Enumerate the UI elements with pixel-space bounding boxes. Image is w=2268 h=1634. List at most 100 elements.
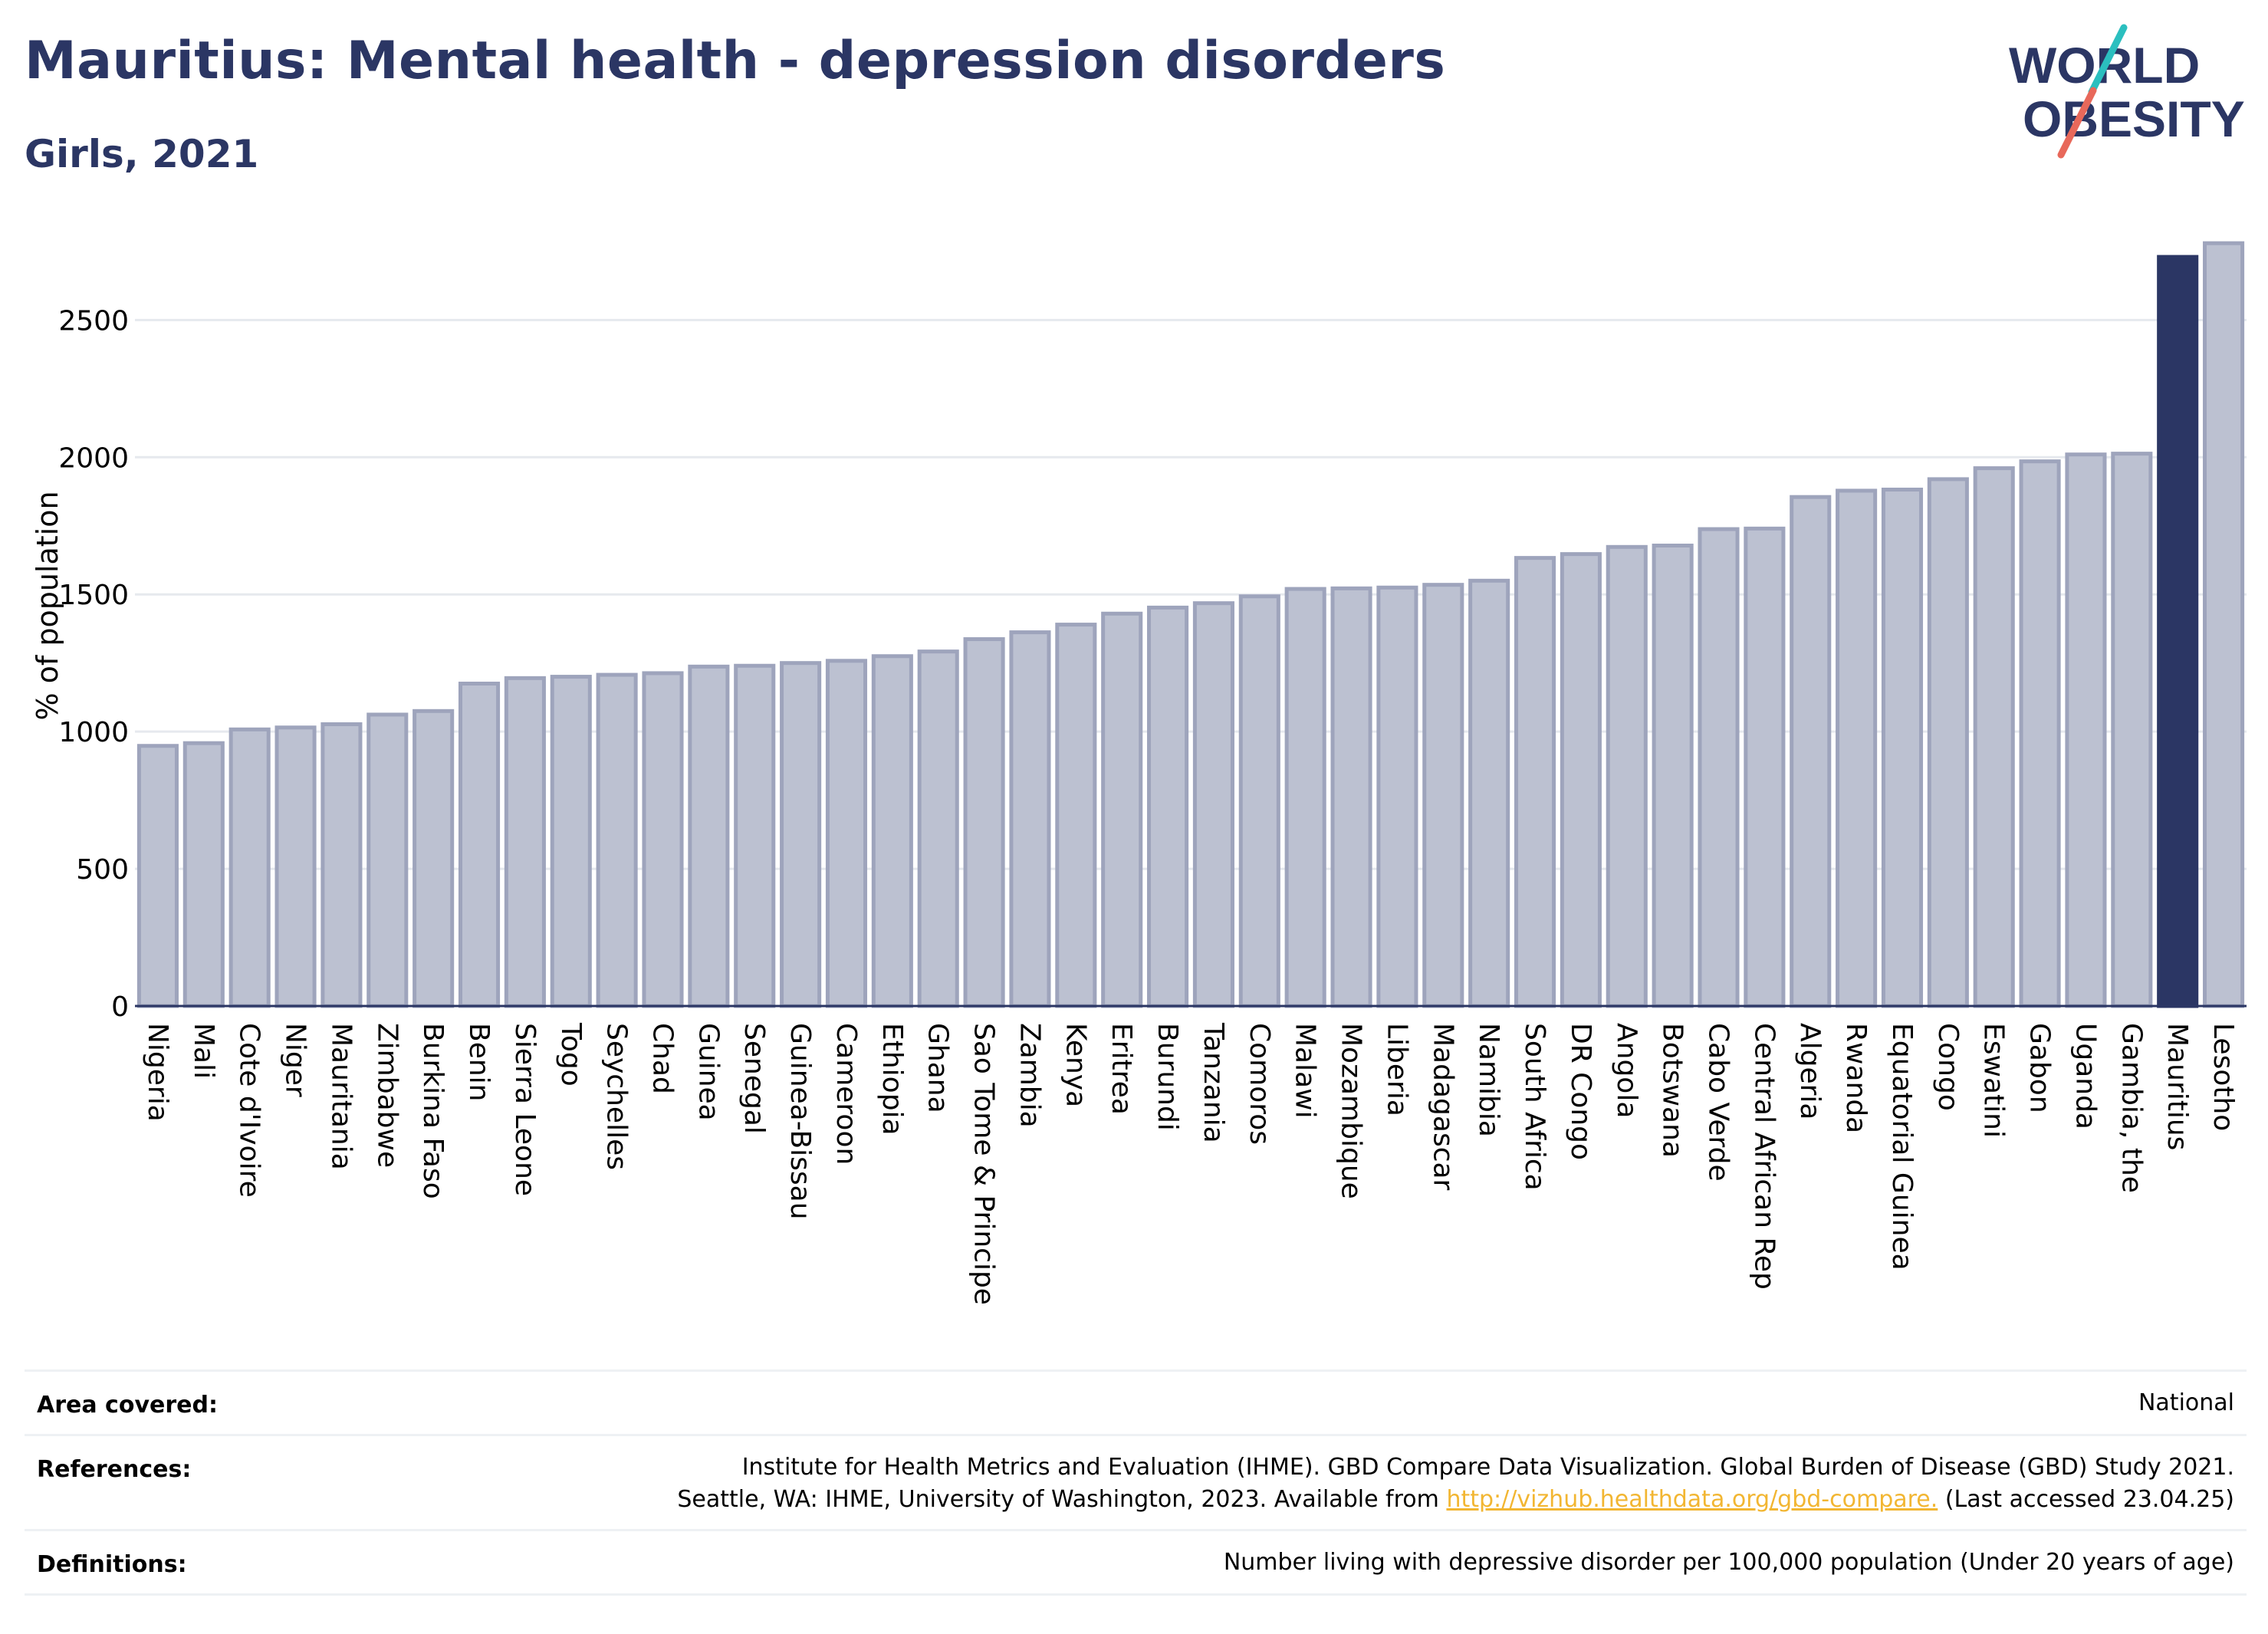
x-tick-label: South Africa [1519,1023,1550,1191]
x-tick-label: Niger [280,1023,311,1097]
bar-gabon [2019,459,2061,1008]
references-line-1: Institute for Health Metrics and Evaluat… [741,1454,2234,1481]
x-tick-label: Angola [1611,1023,1642,1118]
bar-guinea-bissau [780,661,822,1008]
bar-cameroon [825,659,868,1008]
area-covered-label: Area covered: [37,1392,218,1419]
bar-comoros [1238,594,1280,1008]
world-obesity-logo: WORLD OBESITY [2009,24,2245,159]
y-tick-label: 2500 [58,305,129,337]
area-covered-value: National [2138,1389,2234,1416]
x-tick-label: Comoros [1244,1023,1275,1145]
x-tick-label: Namibia [1473,1023,1504,1137]
y-tick-label: 500 [76,854,129,886]
bar-malawi [1284,587,1326,1008]
footer-references-row: References: Institute for Health Metrics… [25,1434,2247,1513]
x-tick-label: Mauritius [2161,1023,2193,1150]
bar-layer [136,241,2245,1008]
x-tick-label: Central African Rep [1748,1023,1780,1290]
y-axis-label: % of population [31,491,64,720]
x-tick-label: Liberia [1381,1023,1412,1116]
x-tick-label: Burundi [1152,1023,1183,1131]
bar-burkina-faso [413,709,455,1008]
x-tick-label: Nigeria [142,1023,173,1122]
bar-niger [274,725,317,1008]
footer-bottom-rule [25,1593,2247,1596]
references-line-2-post: (Last accessed 23.04.25) [1944,1486,2234,1513]
x-tick-label: Ethiopia [876,1023,908,1136]
footer-definitions-row: Definitions: Number living with depressi… [25,1529,2247,1578]
bar-togo [550,675,592,1008]
bar-sao-tome-principe [963,637,1005,1008]
x-tick-label: Gabon [2024,1023,2056,1113]
y-tick-label: 0 [111,991,129,1023]
bar-uganda [2065,452,2107,1008]
x-tick-label: Togo [555,1022,587,1087]
definitions-label: Definitions: [37,1551,187,1578]
bar-mali [182,741,225,1008]
bar-botswana [1652,544,1694,1008]
y-tick-label: 1000 [58,717,129,748]
x-tick-label: Rwanda [1840,1023,1872,1133]
bar-rwanda [1836,488,1878,1008]
x-tick-label: Eritrea [1106,1023,1137,1115]
bar-zambia [1009,630,1051,1008]
bar-eritrea [1101,611,1143,1008]
x-tick-label: Equatorial Guinea [1886,1023,1918,1271]
x-tick-label: Gambia, the [2115,1023,2147,1193]
bar-chart: 0 500 1000 1500 2000 2500 Nigeria Mali Cote d'Iv… [31,241,2247,1305]
x-tick-label: Guinea [692,1023,724,1121]
x-tick-label: Mozambique [1336,1023,1367,1199]
x-tick-label: Sierra Leone [509,1023,541,1196]
definitions-value: Number living with depressive disorder p… [1223,1549,2234,1576]
bar-algeria [1790,495,1832,1008]
bar-central-african-rep [1744,526,1786,1008]
bar-ghana [917,649,959,1008]
x-tick-label: Cameroon [830,1023,862,1165]
bar-senegal [734,663,776,1008]
x-tick-label: Madagascar [1427,1023,1458,1191]
bar-tanzania [1192,601,1234,1008]
bar-cabo-verde [1698,527,1740,1008]
x-tick-label: Zambia [1014,1023,1045,1128]
x-tick-label: Chad [647,1023,679,1094]
x-tick-label: Mauritania [325,1023,357,1170]
bar-cote-d-ivoire [228,727,271,1008]
x-tick-label: Ghana [922,1023,954,1113]
bar-south-africa [1514,556,1556,1008]
bar-mauritania [320,722,363,1008]
logo-stroke-red [2057,87,2097,159]
x-tick-label: Algeria [1794,1023,1826,1120]
bar-liberia [1376,585,1418,1008]
label-layer: 0 500 1000 1500 2000 2500 Nigeria Mali Cote d'Iv… [58,305,2239,1305]
bar-mozambique [1330,586,1372,1008]
x-tick-label: Mali [188,1023,219,1079]
bar-dr-congo [1560,552,1602,1008]
bar-angola [1606,544,1648,1008]
x-tick-label: Congo [1932,1023,1964,1111]
bar-namibia [1468,578,1510,1008]
x-tick-label: Kenya [1060,1023,1091,1107]
bar-eswatini [1973,466,2015,1008]
x-tick-label: Benin [463,1023,495,1101]
x-tick-label: Zimbabwe [371,1023,403,1168]
references-label: References: [37,1456,192,1483]
bar-seychelles [596,672,638,1008]
references-link[interactable]: http://vizhub.healthdata.org/gbd-compare… [1446,1486,1938,1513]
bar-congo [1927,477,1969,1008]
x-tick-label: Cabo Verde [1703,1023,1734,1182]
bar-mauritius [2157,255,2199,1008]
x-tick-label: Lesotho [2207,1023,2239,1131]
bar-madagascar [1422,583,1464,1008]
bar-sierra-leone [504,676,546,1008]
x-tick-label: Tanzania [1198,1022,1229,1143]
logo-text-obesity: OBESITY [2023,90,2245,147]
bar-kenya [1055,623,1097,1008]
x-tick-label: Cote d'Ivoire [234,1023,265,1198]
chart-title: Mauritius: Mental health - depression di… [25,31,1446,91]
bar-guinea [688,664,730,1008]
x-tick-label: Malawi [1290,1023,1321,1119]
bar-lesotho [2203,241,2245,1008]
x-tick-label: Guinea-Bissau [784,1023,816,1220]
x-tick-label: Senegal [738,1023,770,1134]
